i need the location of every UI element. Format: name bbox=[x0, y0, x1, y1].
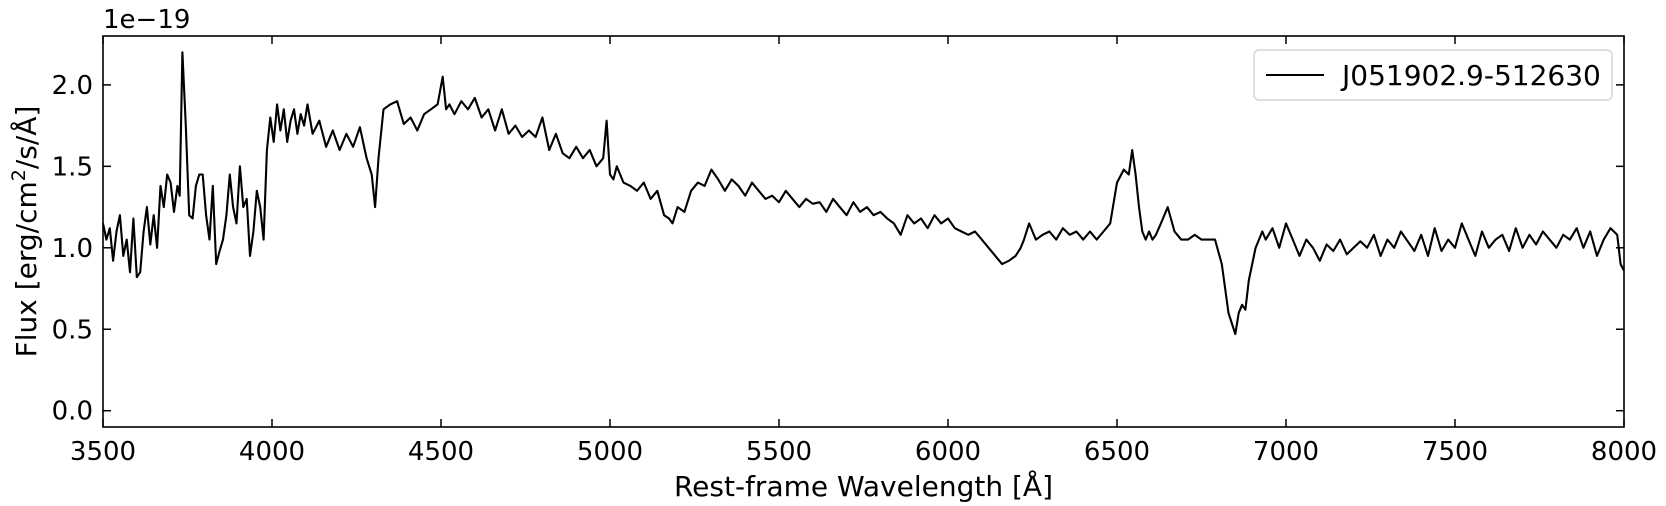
x-axis-title: Rest-frame Wavelength [Å] bbox=[674, 469, 1053, 503]
x-tick-label: 5500 bbox=[746, 437, 812, 467]
x-tick-label: 5000 bbox=[577, 437, 643, 467]
y-axis-title-prefix: Flux [erg/cm bbox=[10, 181, 43, 357]
x-tick-label: 7500 bbox=[1422, 437, 1488, 467]
x-tick-label: 3500 bbox=[70, 437, 136, 467]
series-line-0 bbox=[101, 51, 1625, 336]
legend-entry-label: J051902.9-512630 bbox=[1340, 59, 1601, 92]
y-tick-label: 1.5 bbox=[52, 152, 93, 182]
y-axis-title: Flux [erg/cm2/s/Å] bbox=[8, 106, 43, 358]
x-tick-label: 7000 bbox=[1253, 437, 1319, 467]
x-tick-label: 6000 bbox=[915, 437, 981, 467]
plot-frame bbox=[102, 35, 1625, 428]
axis-ticks: 3500 4000 4500 5000 5500 6000 6500 7000 7500 8000… bbox=[52, 36, 1657, 467]
y-offset-text: 1e−19 bbox=[103, 5, 190, 35]
y-axis-title-suffix: /s/Å] bbox=[9, 106, 43, 170]
y-axis-title-superscript: 2 bbox=[8, 169, 30, 181]
x-tick-label: 4000 bbox=[239, 437, 305, 467]
x-tick-label: 4500 bbox=[408, 437, 474, 467]
y-tick-label: 1.0 bbox=[52, 234, 93, 264]
y-tick-label: 0.5 bbox=[52, 315, 93, 345]
x-tick-label: 6500 bbox=[1084, 437, 1150, 467]
y-tick-label: 0.0 bbox=[52, 397, 93, 427]
legend-box bbox=[1253, 49, 1613, 101]
y-tick-label: 2.0 bbox=[52, 71, 93, 101]
plot-area bbox=[101, 51, 1625, 336]
x-tick-label: 8000 bbox=[1591, 437, 1657, 467]
legend: J051902.9-512630 bbox=[1253, 49, 1613, 101]
